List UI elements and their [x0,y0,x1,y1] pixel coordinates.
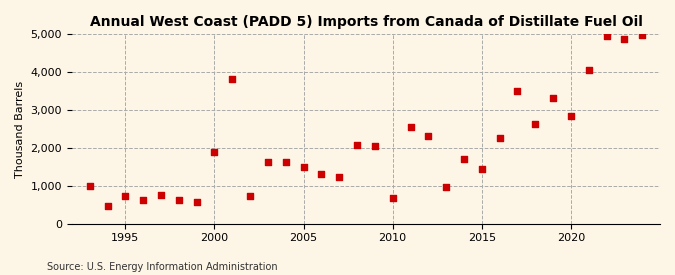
Point [405,125,416,129]
Point [102,204,113,208]
Point [173,198,184,202]
Point [369,144,380,148]
Point [191,200,202,204]
Point [423,134,434,138]
Point [120,194,131,198]
Point [245,194,256,198]
Point [477,167,487,171]
Point [583,68,594,72]
Y-axis label: Thousand Barrels: Thousand Barrels [15,81,25,178]
Point [547,96,558,101]
Point [209,150,220,154]
Point [530,122,541,126]
Point [619,37,630,41]
Point [316,172,327,176]
Point [512,89,523,94]
Point [298,165,309,169]
Point [138,197,148,202]
Point [566,114,576,118]
Point [280,160,291,165]
Point [441,185,452,189]
Point [601,34,612,38]
Point [263,160,273,164]
Point [84,184,95,188]
Point [334,175,345,179]
Text: Source: U.S. Energy Information Administration: Source: U.S. Energy Information Administ… [47,262,278,272]
Point [637,33,647,38]
Point [458,157,469,162]
Point [494,136,505,140]
Point [387,196,398,200]
Point [156,193,167,197]
Point [352,142,362,147]
Title: Annual West Coast (PADD 5) Imports from Canada of Distillate Fuel Oil: Annual West Coast (PADD 5) Imports from … [90,15,643,29]
Point [227,77,238,81]
